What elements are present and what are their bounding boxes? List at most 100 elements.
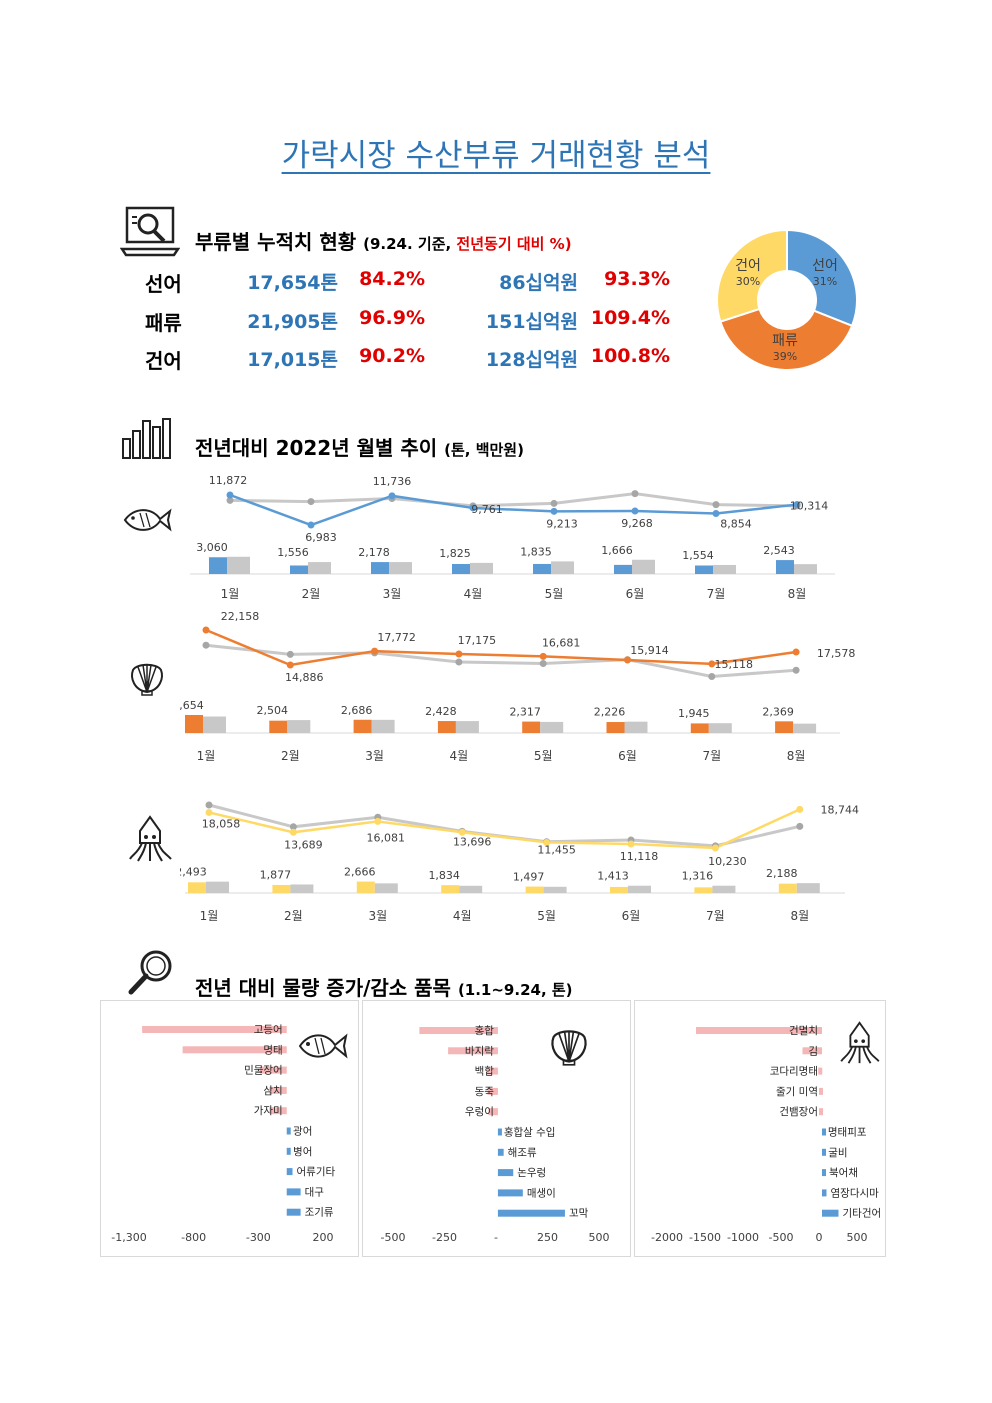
bar-prev-year: [287, 720, 311, 733]
point-2022: [539, 652, 547, 660]
change-bar: [818, 1067, 823, 1075]
bar-2022: [614, 564, 632, 574]
category-label: 매생이: [527, 1187, 556, 1199]
month-label: 2월: [281, 749, 300, 763]
category-label: 논우렁: [517, 1167, 546, 1179]
x-tick-label: -1,300: [111, 1231, 146, 1244]
bar-2022: [522, 721, 541, 733]
category-label: 기타건어: [843, 1208, 882, 1220]
bar-value-label: 1,834: [428, 869, 460, 882]
line-value-label: 11,736: [373, 475, 412, 488]
bar-prev-year: [708, 723, 732, 733]
point-prev-year: [205, 801, 213, 809]
point-2022: [708, 660, 716, 668]
change-bar: [497, 1169, 514, 1177]
bar-prev-year: [470, 562, 493, 574]
change-bar: [497, 1148, 504, 1156]
bar-prev-year: [203, 716, 226, 733]
month-label: 6월: [622, 909, 641, 923]
month-label: 8월: [790, 909, 809, 923]
fish-change-panel: -1,300 -800 -300 200 고등어 명태 민물장어 삼치 가자미 광어 병어 어류기타 대…: [100, 1000, 359, 1257]
bar-2022: [452, 564, 470, 574]
change-bar: [819, 1087, 823, 1095]
category-label: 조기류: [305, 1207, 334, 1219]
change-bar: [269, 1107, 287, 1115]
section2-unit: (톤, 백만원): [444, 441, 524, 459]
point-prev-year: [202, 641, 210, 649]
x-tick-label: -300: [246, 1231, 271, 1244]
page-title: 가락시장 수산부류 거래현황 분석: [281, 138, 711, 174]
line-value-label: 10,314: [790, 500, 829, 513]
line-value-label: 22,158: [221, 610, 260, 623]
category-label: 대구: [305, 1186, 325, 1198]
fish-trend-chart: 3,060 1월 1,556 2월 2,178 3월 1,825 4월 1,835 5월 1,666…: [190, 474, 835, 601]
point-2022: [550, 507, 558, 515]
change-bar: [286, 1208, 301, 1216]
point-2022: [455, 650, 463, 658]
change-bar: [819, 1108, 823, 1116]
bar-2022: [533, 563, 551, 574]
line-value-label: 17,175: [458, 634, 497, 647]
line-value-label: 15,118: [715, 658, 754, 671]
point-2022: [543, 838, 551, 846]
x-tick-label: -1500: [689, 1231, 721, 1244]
month-label: 6월: [618, 749, 637, 763]
point-2022: [388, 492, 396, 500]
category-label: 명태: [263, 1044, 282, 1056]
point-2022: [793, 501, 801, 509]
bar-2022: [690, 723, 709, 733]
row-volume-pct: 96.9%: [359, 307, 425, 329]
x-tick-label: 250: [537, 1231, 558, 1244]
bar-2022: [695, 565, 713, 574]
category-label: 건멸치: [789, 1025, 818, 1037]
month-label: 3월: [368, 909, 387, 923]
category-label: 동죽: [475, 1086, 495, 1098]
month-label: 2월: [302, 587, 321, 601]
bar-prev-year: [624, 721, 648, 733]
change-bar: [142, 1026, 287, 1033]
change-bar: [802, 1047, 822, 1055]
line-value-label: 9,213: [546, 517, 578, 530]
line-value-label: 13,689: [284, 838, 323, 851]
shell-icon: [551, 1030, 587, 1066]
point-prev-year: [307, 498, 315, 506]
row-label: 패류: [145, 311, 182, 335]
bar-2022: [437, 721, 456, 733]
bar-value-label: 2,369: [762, 705, 794, 718]
x-tick-label: -: [494, 1231, 498, 1244]
category-label: 굴비: [828, 1147, 847, 1159]
line-value-label: 14,886: [285, 671, 324, 684]
fish-icon: [122, 505, 172, 539]
bar-prev-year: [712, 885, 736, 893]
point-prev-year: [550, 499, 558, 507]
bar-value-label: 2,317: [509, 706, 541, 719]
category-label: 홍합: [475, 1024, 495, 1037]
bar-value-label: 2,178: [358, 546, 390, 559]
pie-label-shell: 패류 39%: [772, 333, 798, 363]
bar-prev-year: [793, 723, 817, 733]
point-2022: [307, 521, 315, 529]
category-label: 고등어: [254, 1024, 283, 1036]
bar-value-label: 2,226: [594, 706, 626, 719]
section3-unit: (1.1~9.24, 톤): [457, 981, 573, 999]
point-prev-year: [708, 672, 716, 680]
bar-value-label: 1,877: [260, 868, 292, 881]
bar-value-label: 1,497: [513, 871, 545, 884]
row-label: 건어: [145, 349, 182, 373]
row-amount: 151십억원: [485, 311, 578, 333]
change-bar: [822, 1209, 839, 1217]
bar-prev-year: [455, 721, 479, 733]
category-label: 우렁이: [465, 1106, 494, 1118]
line-value-label: 16,081: [367, 831, 406, 844]
point-2022: [286, 661, 294, 669]
month-label: 1월: [200, 909, 219, 923]
change-bar: [822, 1148, 826, 1156]
line-value-label: 11,455: [537, 843, 576, 856]
category-label: 홍합살 수입: [504, 1126, 556, 1139]
bar-prev-year: [290, 884, 314, 893]
point-2022: [712, 510, 720, 518]
point-prev-year: [796, 822, 804, 830]
section1-note: (9.24. 기준, 전년동기 대비 %): [363, 235, 572, 253]
point-prev-year: [712, 501, 720, 509]
line-value-label: 10,230: [708, 855, 747, 868]
